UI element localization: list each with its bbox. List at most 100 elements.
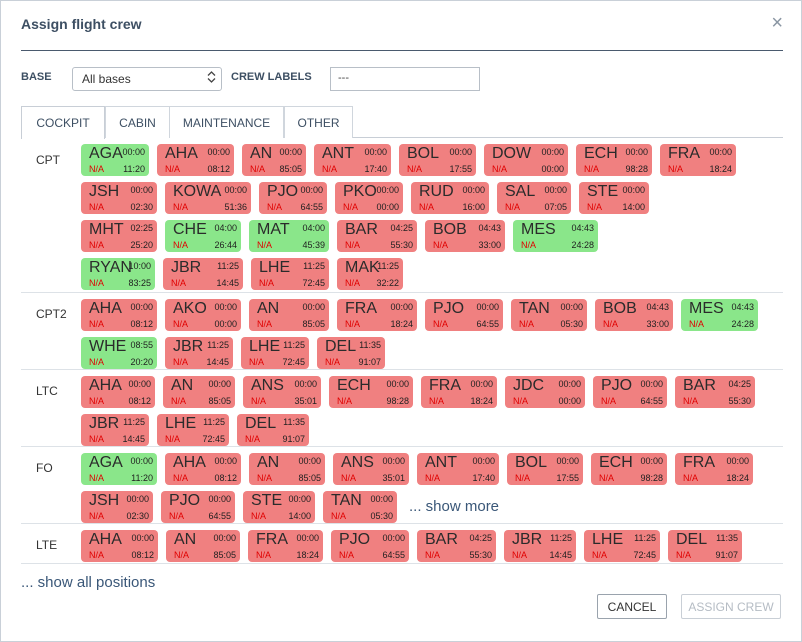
crew-card[interactable]: AN 00:00 N/A 85:05 [166,530,240,562]
crew-card[interactable]: BOB 04:43 N/A 33:00 [425,220,505,252]
crew-card[interactable]: ECH 00:00 N/A 98:28 [329,376,413,408]
crew-card[interactable]: PJO 00:00 N/A 64:55 [425,299,503,331]
crew-card[interactable]: PJO 00:00 N/A 64:55 [259,182,327,214]
crew-card[interactable]: JSH 00:00 N/A 02:30 [81,182,157,214]
crew-code: ECH [599,454,633,471]
tab-cabin[interactable]: CABIN [105,106,170,138]
base-select[interactable]: All bases [72,67,222,91]
crew-card[interactable]: STE 00:00 N/A 14:00 [579,182,649,214]
crew-status: N/A [257,319,273,329]
crew-card[interactable]: MHT 02:25 N/A 25:20 [81,220,157,252]
crew-card[interactable]: CHE 04:00 N/A 26:44 [165,220,241,252]
crew-card[interactable]: JBR 11:25 N/A 14:45 [163,258,243,290]
close-icon[interactable]: × [771,12,783,34]
crew-time: 00:00 [558,379,581,389]
crew-card[interactable]: RUD 00:00 N/A 16:00 [411,182,489,214]
crew-status: N/A [165,434,181,444]
crew-card[interactable]: PKO 00:00 N/A 00:00 [335,182,403,214]
crew-card[interactable]: FRA 00:00 N/A 18:24 [660,144,736,176]
tab-maintenance[interactable]: MAINTENANCE [169,106,284,138]
crew-card[interactable]: AN 00:00 N/A 85:05 [249,453,325,485]
crew-card[interactable]: DEL 11:35 N/A 91:07 [317,337,385,369]
crew-card[interactable]: JBR 11:25 N/A 14:45 [504,530,576,562]
crew-code: BAR [345,221,378,238]
crew-code: MAK [345,259,380,276]
crew-card[interactable]: AN 00:00 N/A 85:05 [249,299,329,331]
crew-card[interactable]: AGA 00:00 N/A 11:20 [81,453,157,485]
crew-card[interactable]: LHE 11:25 N/A 72:45 [251,258,329,290]
crew-card[interactable]: SAL 00:00 N/A 07:05 [497,182,571,214]
crew-status: N/A [325,357,341,367]
crew-total: 64:55 [208,511,231,521]
crew-card[interactable]: TAN 00:00 N/A 05:30 [511,299,587,331]
crew-code: FRA [429,377,461,394]
crew-card[interactable]: LHE 11:25 N/A 72:45 [157,414,229,446]
crew-card[interactable]: BAR 04:25 N/A 55:30 [417,530,496,562]
crew-card[interactable]: BAR 04:25 N/A 55:30 [337,220,417,252]
crew-code: PJO [433,300,465,317]
tab-cockpit[interactable]: COCKPIT [21,106,105,139]
crew-card[interactable]: KOWA 00:00 N/A 51:36 [165,182,251,214]
crew-status: N/A [512,550,528,560]
crew-card[interactable]: AHA 00:00 N/A 08:12 [165,453,241,485]
crew-card[interactable]: AHA 00:00 N/A 08:12 [81,376,155,408]
cancel-button[interactable]: CANCEL [597,594,667,619]
crew-code: FRA [345,300,377,317]
crew-card[interactable]: MES 04:43 N/A 24:28 [513,220,598,252]
crew-code: PJO [339,531,371,548]
crew-card[interactable]: LHE 11:25 N/A 72:45 [241,337,309,369]
crew-time: 00:00 [207,147,230,157]
crew-card[interactable]: FRA 00:00 N/A 18:24 [248,530,323,562]
crew-card[interactable]: WHE 08:55 N/A 20:20 [81,337,157,369]
crew-card[interactable]: ANS 00:00 N/A 35:01 [333,453,409,485]
crew-card[interactable]: ECH 00:00 N/A 98:28 [591,453,667,485]
crew-card[interactable]: ANS 00:00 N/A 35:01 [243,376,321,408]
crew-time: 00:00 [709,147,732,157]
crew-card[interactable]: ANT 00:00 N/A 17:40 [314,144,391,176]
show-all-positions-link[interactable]: ... show all positions [21,574,156,591]
crew-card[interactable]: RYAN 10:00 N/A 83:25 [81,258,155,290]
crew-card[interactable]: AHA 00:00 N/A 08:12 [157,144,234,176]
crew-card[interactable]: DEL 11:35 N/A 91:07 [668,530,742,562]
crew-card[interactable]: BOL 00:00 N/A 17:55 [507,453,583,485]
crew-card[interactable]: PJO 00:00 N/A 64:55 [593,376,667,408]
crew-card[interactable]: JSH 00:00 N/A 02:30 [81,491,153,523]
crew-card[interactable]: AHA 00:00 N/A 08:12 [81,299,157,331]
crew-card[interactable]: JBR 11:25 N/A 14:45 [81,414,149,446]
crew-card[interactable]: AGA 00:00 N/A 11:20 [81,144,149,176]
crew-card[interactable]: MAT 04:00 N/A 45:39 [249,220,329,252]
crew-card[interactable]: DOW 00:00 N/A 00:00 [484,144,568,176]
crew-card[interactable]: MES 04:43 N/A 24:28 [681,299,758,331]
crew-card[interactable]: ECH 00:00 N/A 98:28 [576,144,652,176]
crew-time: 00:00 [370,494,393,504]
crew-card[interactable]: AKO 00:00 N/A 00:00 [165,299,241,331]
crew-card[interactable]: BAR 04:25 N/A 55:30 [675,376,755,408]
crew-card[interactable]: MAK 11:25 N/A 32:22 [337,258,403,290]
crew-card[interactable]: BOB 04:43 N/A 33:00 [595,299,673,331]
crew-total: 35:01 [294,396,317,406]
crew-card[interactable]: DEL 11:35 N/A 91:07 [237,414,309,446]
crew-card[interactable]: STE 00:00 N/A 14:00 [243,491,315,523]
crew-status: N/A [339,550,355,560]
crew-card[interactable]: PJO 00:00 N/A 64:55 [331,530,409,562]
crew-card[interactable]: JDC 00:00 N/A 00:00 [505,376,585,408]
crew-card[interactable]: TAN 00:00 N/A 05:30 [323,491,397,523]
crew-card[interactable]: AN 00:00 N/A 85:05 [163,376,235,408]
show-more-link[interactable]: ... show more [409,498,500,515]
crew-card[interactable]: AHA 00:00 N/A 08:12 [81,530,158,562]
crew-status: N/A [592,550,608,560]
crew-total: 35:01 [382,473,405,483]
crew-card[interactable]: LHE 11:25 N/A 72:45 [584,530,660,562]
crew-card[interactable]: FRA 00:00 N/A 18:24 [421,376,497,408]
crew-card[interactable]: AN 00:00 N/A 85:05 [242,144,306,176]
crew-code: TAN [331,492,362,509]
crew-card[interactable]: ANT 00:00 N/A 17:40 [417,453,499,485]
crew-card[interactable]: FRA 00:00 N/A 18:24 [337,299,417,331]
crew-card[interactable]: BOL 00:00 N/A 17:55 [399,144,476,176]
crew-card[interactable]: PJO 00:00 N/A 64:55 [161,491,235,523]
assign-crew-button[interactable]: ASSIGN CREW [681,594,781,619]
crew-card[interactable]: JBR 11:25 N/A 14:45 [165,337,233,369]
tab-other[interactable]: OTHER [284,106,353,138]
crew-card[interactable]: FRA 00:00 N/A 18:24 [675,453,753,485]
crew-labels-input[interactable]: --- [330,67,480,91]
